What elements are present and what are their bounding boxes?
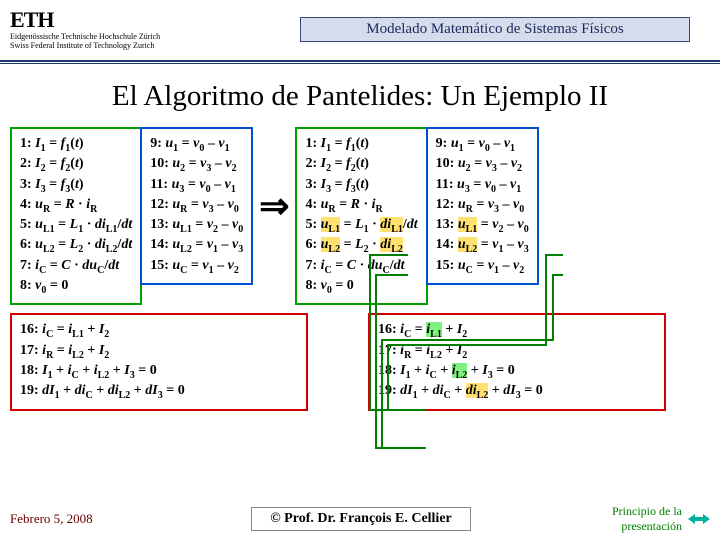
lower-panels: 16: iC = iL1 + I217: iR = iL2 + I218: I1… [0, 305, 720, 410]
equation-line: 11: u3 = v0 – v1 [150, 176, 243, 196]
equation-line: 16: iC = iL1 + I2 [20, 321, 298, 341]
footer: Febrero 5, 2008 © Prof. Dr. François E. … [0, 504, 720, 534]
equation-line: 10: u2 = v3 – v2 [150, 155, 243, 175]
equation-line: 1: I1 = f1(t) [305, 135, 417, 155]
equation-line: 16: iC = iL1 + I2 [378, 321, 656, 341]
right-panel-2: 9: u1 = v0 – v110: u2 = v3 – v211: u3 = … [426, 127, 539, 285]
slide-date: Febrero 5, 2008 [10, 511, 170, 527]
left-panel-1: 1: I1 = f1(t)2: I2 = f2(t)3: I3 = f3(t)4… [10, 127, 142, 305]
equation-line: 11: u3 = v0 – v1 [436, 176, 529, 196]
equation-line: 6: uL2 = L2 · diL2 [305, 236, 417, 256]
logo-sub2: Swiss Federal Institute of Technology Zu… [10, 42, 200, 51]
equation-line: 10: u2 = v3 – v2 [436, 155, 529, 175]
nav-arrows-icon[interactable] [688, 511, 710, 527]
equation-line: 12: uR = v3 – v0 [150, 196, 243, 216]
right-bottom-panel: 16: iC = iL1 + I217: iR = iL2 + I218: I1… [368, 313, 666, 410]
equation-line: 1: I1 = f1(t) [20, 135, 132, 155]
equation-line: 3: I3 = f3(t) [305, 176, 417, 196]
equation-line: 17: iR = iL2 + I2 [378, 342, 656, 362]
equation-line: 14: uL2 = v1 – v3 [436, 236, 529, 256]
equation-panels: 1: I1 = f1(t)2: I2 = f2(t)3: I3 = f3(t)4… [0, 127, 720, 305]
left-panel-2: 9: u1 = v0 – v110: u2 = v3 – v211: u3 = … [140, 127, 253, 285]
equation-line: 9: u1 = v0 – v1 [150, 135, 243, 155]
equation-line: 7: iC = C · duC/dt [20, 257, 132, 277]
equation-line: 4: uR = R · iR [305, 196, 417, 216]
header: ETH Eidgenössische Technische Hochschule… [0, 0, 720, 58]
logo-text: ETH [10, 7, 200, 33]
presentation-link[interactable]: Principio de la presentación [552, 504, 682, 534]
equation-line: 2: I2 = f2(t) [20, 155, 132, 175]
copyright: © Prof. Dr. François E. Cellier [251, 507, 471, 531]
course-title-box: Modelado Matemático de Sistemas Físicos [300, 17, 690, 42]
equation-line: 15: uC = v1 – v2 [150, 257, 243, 277]
equation-line: 13: uL1 = v2 – v0 [436, 216, 529, 236]
equation-line: 2: I2 = f2(t) [305, 155, 417, 175]
equation-line: 8: v0 = 0 [20, 277, 132, 297]
slide-title: El Algoritmo de Pantelides: Un Ejemplo I… [0, 80, 720, 113]
equation-line: 12: uR = v3 – v0 [436, 196, 529, 216]
equation-line: 9: u1 = v0 – v1 [436, 135, 529, 155]
divider [0, 63, 720, 64]
equation-line: 6: uL2 = L2 · diL2/dt [20, 236, 132, 256]
arrow-icon: ⇒ [253, 127, 295, 227]
left-bottom-panel: 16: iC = iL1 + I217: iR = iL2 + I218: I1… [10, 313, 308, 410]
equation-line: 14: uL2 = v1 – v3 [150, 236, 243, 256]
equation-line: 3: I3 = f3(t) [20, 176, 132, 196]
equation-line: 19: dI1 + diC + diL2 + dI3 = 0 [20, 382, 298, 402]
equation-line: 4: uR = R · iR [20, 196, 132, 216]
divider [0, 60, 720, 62]
equation-line: 18: I1 + iC + iL2 + I3 = 0 [20, 362, 298, 382]
equation-line: 13: uL1 = v2 – v0 [150, 216, 243, 236]
equation-line: 7: iC = C · duC/dt [305, 257, 417, 277]
equation-line: 8: v0 = 0 [305, 277, 417, 297]
equation-line: 15: uC = v1 – v2 [436, 257, 529, 277]
equation-line: 5: uL1 = L1 · diL1/dt [20, 216, 132, 236]
equation-line: 19: dI1 + diC + diL2 + dI3 = 0 [378, 382, 656, 402]
equation-line: 5: uL1 = L1 · diL1/dt [305, 216, 417, 236]
eth-logo: ETH Eidgenössische Technische Hochschule… [10, 7, 200, 51]
equation-line: 17: iR = iL2 + I2 [20, 342, 298, 362]
right-panel-1: 1: I1 = f1(t)2: I2 = f2(t)3: I3 = f3(t)4… [295, 127, 427, 305]
equation-line: 18: I1 + iC + iL2 + I3 = 0 [378, 362, 656, 382]
